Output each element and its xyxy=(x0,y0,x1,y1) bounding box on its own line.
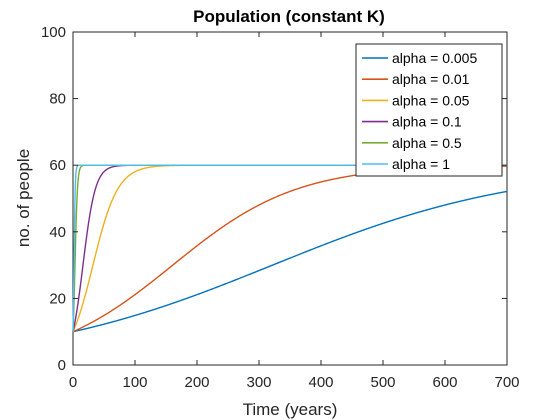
y-tick-label-1: 20 xyxy=(49,290,66,307)
series-line-0 xyxy=(72,190,508,333)
x-tick-label-2: 200 xyxy=(184,374,209,391)
x-tick-label-0: 0 xyxy=(69,374,77,391)
legend-label-1: alpha = 0.01 xyxy=(392,71,470,87)
chart-title: Population (constant K) xyxy=(193,7,385,26)
x-tick-label-7: 700 xyxy=(494,374,519,391)
y-tick-label-2: 40 xyxy=(49,224,66,241)
axis-ticks xyxy=(72,31,508,366)
x-tick-label-1: 100 xyxy=(122,374,147,391)
y-axis-label: no. of people xyxy=(14,149,33,247)
x-tick-label-5: 500 xyxy=(370,374,395,391)
legend-label-5: alpha = 1 xyxy=(392,156,450,172)
y-tick-label-5: 100 xyxy=(41,24,66,41)
x-tick-label-3: 300 xyxy=(246,374,271,391)
legend-items: alpha = 0.005 alpha = 0.01 alpha = 0.05 alp… xyxy=(362,50,477,172)
y-tick-label-4: 80 xyxy=(49,91,66,108)
tick-labels: 0 100 200 300 400 500 600 700 0 20 40 60 80 100 xyxy=(41,24,520,391)
x-tick-label-6: 600 xyxy=(432,374,457,391)
x-tick-label-4: 400 xyxy=(308,374,333,391)
legend-label-3: alpha = 0.1 xyxy=(392,114,462,130)
legend-label-2: alpha = 0.05 xyxy=(392,92,470,108)
x-axis-label: Time (years) xyxy=(243,400,338,419)
legend-label-4: alpha = 0.5 xyxy=(392,135,462,151)
legend: alpha = 0.005 alpha = 0.01 alpha = 0.05 alp… xyxy=(355,43,503,177)
y-tick-label-3: 60 xyxy=(49,157,66,174)
legend-label-0: alpha = 0.005 xyxy=(392,50,477,66)
legend-box xyxy=(355,43,503,177)
y-tick-label-0: 0 xyxy=(58,357,66,374)
